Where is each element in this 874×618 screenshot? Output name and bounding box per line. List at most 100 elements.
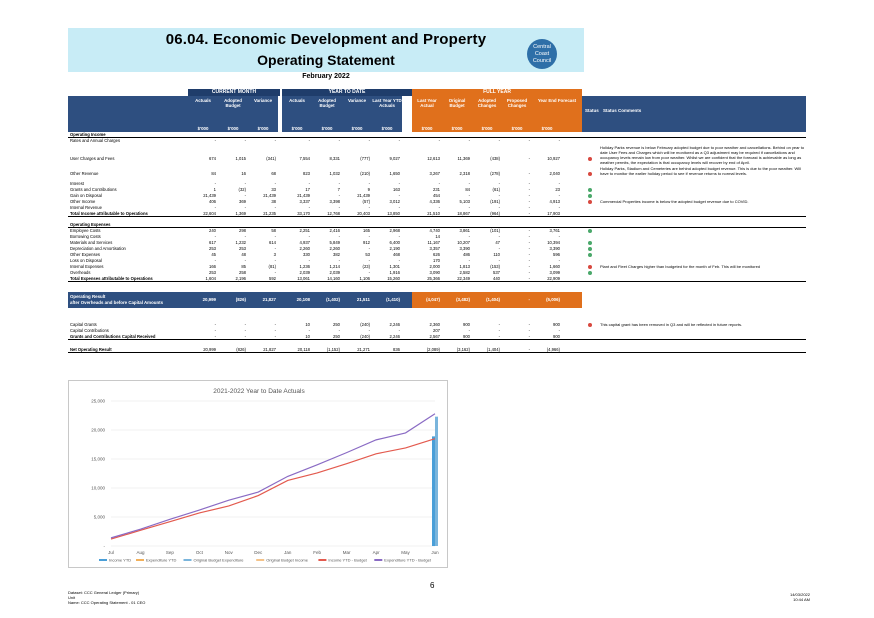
cell-value: - xyxy=(528,181,530,186)
cell-value: 1,369 xyxy=(235,211,246,216)
cell-value: 22,909 xyxy=(547,276,560,281)
column-unit-11: $'000 xyxy=(541,126,553,131)
cell-value: - xyxy=(528,138,530,143)
column-unit-8: $'000 xyxy=(451,126,463,131)
bar-income-ytd xyxy=(432,436,435,546)
x-tick-label: Feb xyxy=(313,550,321,555)
cell-value: 10,207 xyxy=(457,240,470,245)
cell-value: - xyxy=(468,193,470,198)
cell-value: 13,061 xyxy=(297,276,310,281)
table-row: Total Expenses attributable to Operation… xyxy=(68,276,806,282)
cell-value: 4,336 xyxy=(429,199,440,204)
cell-value: 38 xyxy=(271,199,276,204)
cell-value: - xyxy=(558,193,560,198)
cell-value: 3,390 xyxy=(459,246,470,251)
cell-value: 240 xyxy=(209,228,216,233)
cell-value: 21,271 xyxy=(357,347,370,352)
ytd-chart: 2021-2022 Year to Date Actuals - 5,000 10,0… xyxy=(68,380,448,568)
row-label: Internal Expenses xyxy=(70,264,104,269)
cell-value: - xyxy=(528,322,530,327)
cell-value: 4,937 xyxy=(299,240,310,245)
cell-value: 250 xyxy=(333,322,340,327)
cell-value: 2,968 xyxy=(389,228,400,233)
cell-value: - xyxy=(558,181,560,186)
cell-value: 15,260 xyxy=(387,276,400,281)
cell-value: - xyxy=(368,270,370,275)
table-row: User Charges and Fees 674 1,015 (341) 7,554 8… xyxy=(68,156,806,162)
cell-value: - xyxy=(368,138,370,143)
cell-value: - xyxy=(274,246,276,251)
cell-value: - xyxy=(498,246,500,251)
table-row: Internal Revenue - - - - - - - - - - - - xyxy=(68,205,806,211)
cell-value: - xyxy=(528,258,530,263)
cell-value: 2,246 xyxy=(389,322,400,327)
cell-value: (61) xyxy=(492,187,500,192)
cell-value: 12,768 xyxy=(327,211,340,216)
x-tick-label: Nov xyxy=(225,550,234,555)
cell-value: (32) xyxy=(238,187,246,192)
cell-value: 3,398 xyxy=(329,199,340,204)
x-tick-label: Oct xyxy=(196,550,204,555)
cell-value: - xyxy=(338,328,340,333)
cell-value: 596 xyxy=(553,252,560,257)
legend-swatch xyxy=(136,559,144,561)
cell-value: - xyxy=(528,264,530,269)
cell-value: - xyxy=(274,258,276,263)
cell-value: - xyxy=(528,171,530,176)
cell-value: - xyxy=(498,234,500,239)
cell-value: 537 xyxy=(493,270,500,275)
x-tick-label: Dec xyxy=(254,550,263,555)
group-current-month: CURRENT MONTH xyxy=(188,89,280,96)
cell-value: 298 xyxy=(239,228,246,233)
cell-value: 7,554 xyxy=(299,156,310,161)
cell-value: 2,582 xyxy=(459,270,470,275)
cell-value: 2,040 xyxy=(549,171,560,176)
row-label: Loss on Disposal xyxy=(70,258,102,263)
cell-value: 3,861 xyxy=(459,228,470,233)
column-header-5: Variance xyxy=(342,96,372,132)
cell-value: - xyxy=(498,322,500,327)
cell-value: - xyxy=(338,193,340,198)
cell-value: 10,927 xyxy=(547,156,560,161)
cell-value: - xyxy=(528,270,530,275)
column-unit-6: $'000 xyxy=(381,126,393,131)
cell-value: - xyxy=(368,205,370,210)
cell-value: - xyxy=(274,181,276,186)
cell-value: 8,331 xyxy=(329,156,340,161)
column-header-9: Adopted Changes xyxy=(472,96,502,132)
cell-value: - xyxy=(528,276,530,281)
cell-value: - xyxy=(274,205,276,210)
column-header-2: Variance xyxy=(248,96,278,132)
cell-value: (341) xyxy=(266,156,276,161)
operating-result-value: (826) xyxy=(235,297,246,302)
table-row: Overheads 253 258 - 2,039 2,039 - 1,916 3,090 2,5… xyxy=(68,270,806,276)
cell-value: 900 xyxy=(463,334,470,339)
line-income-ytd-budget xyxy=(110,438,436,540)
cell-value: - xyxy=(244,328,246,333)
cell-value: 4,913 xyxy=(549,199,560,204)
operating-result-value: (5,006) xyxy=(546,297,560,302)
cell-value: (4,966) xyxy=(546,347,560,352)
cell-value: 170 xyxy=(433,258,440,263)
cell-value: 2,246 xyxy=(389,334,400,339)
cell-value: 13,850 xyxy=(387,211,400,216)
cell-value: 900 xyxy=(553,334,560,339)
column-unit-0: $'000 xyxy=(197,126,209,131)
row-label: Interest xyxy=(70,181,84,186)
operating-result-value: (1,410) xyxy=(386,297,400,302)
column-unit-9: $'000 xyxy=(481,126,493,131)
row-label: User Charges and Fees xyxy=(70,156,115,161)
cell-value: 2,260 xyxy=(299,246,310,251)
header-status-band xyxy=(582,96,806,132)
column-header-6: Last Year YTD Actuals xyxy=(372,96,402,132)
row-label: Operating Income xyxy=(70,132,106,137)
cell-value: (153) xyxy=(490,264,500,269)
cell-value: - xyxy=(308,138,310,143)
cell-value: 21,439 xyxy=(357,193,370,198)
y-tick-label: 15,000 xyxy=(91,457,105,462)
cell-value: 11,167 xyxy=(427,240,441,245)
cell-value: 1,301 xyxy=(389,264,400,269)
cell-value: 22,349 xyxy=(457,276,470,281)
x-tick-label: Mar xyxy=(343,550,351,555)
cell-value: 10 xyxy=(305,322,310,327)
